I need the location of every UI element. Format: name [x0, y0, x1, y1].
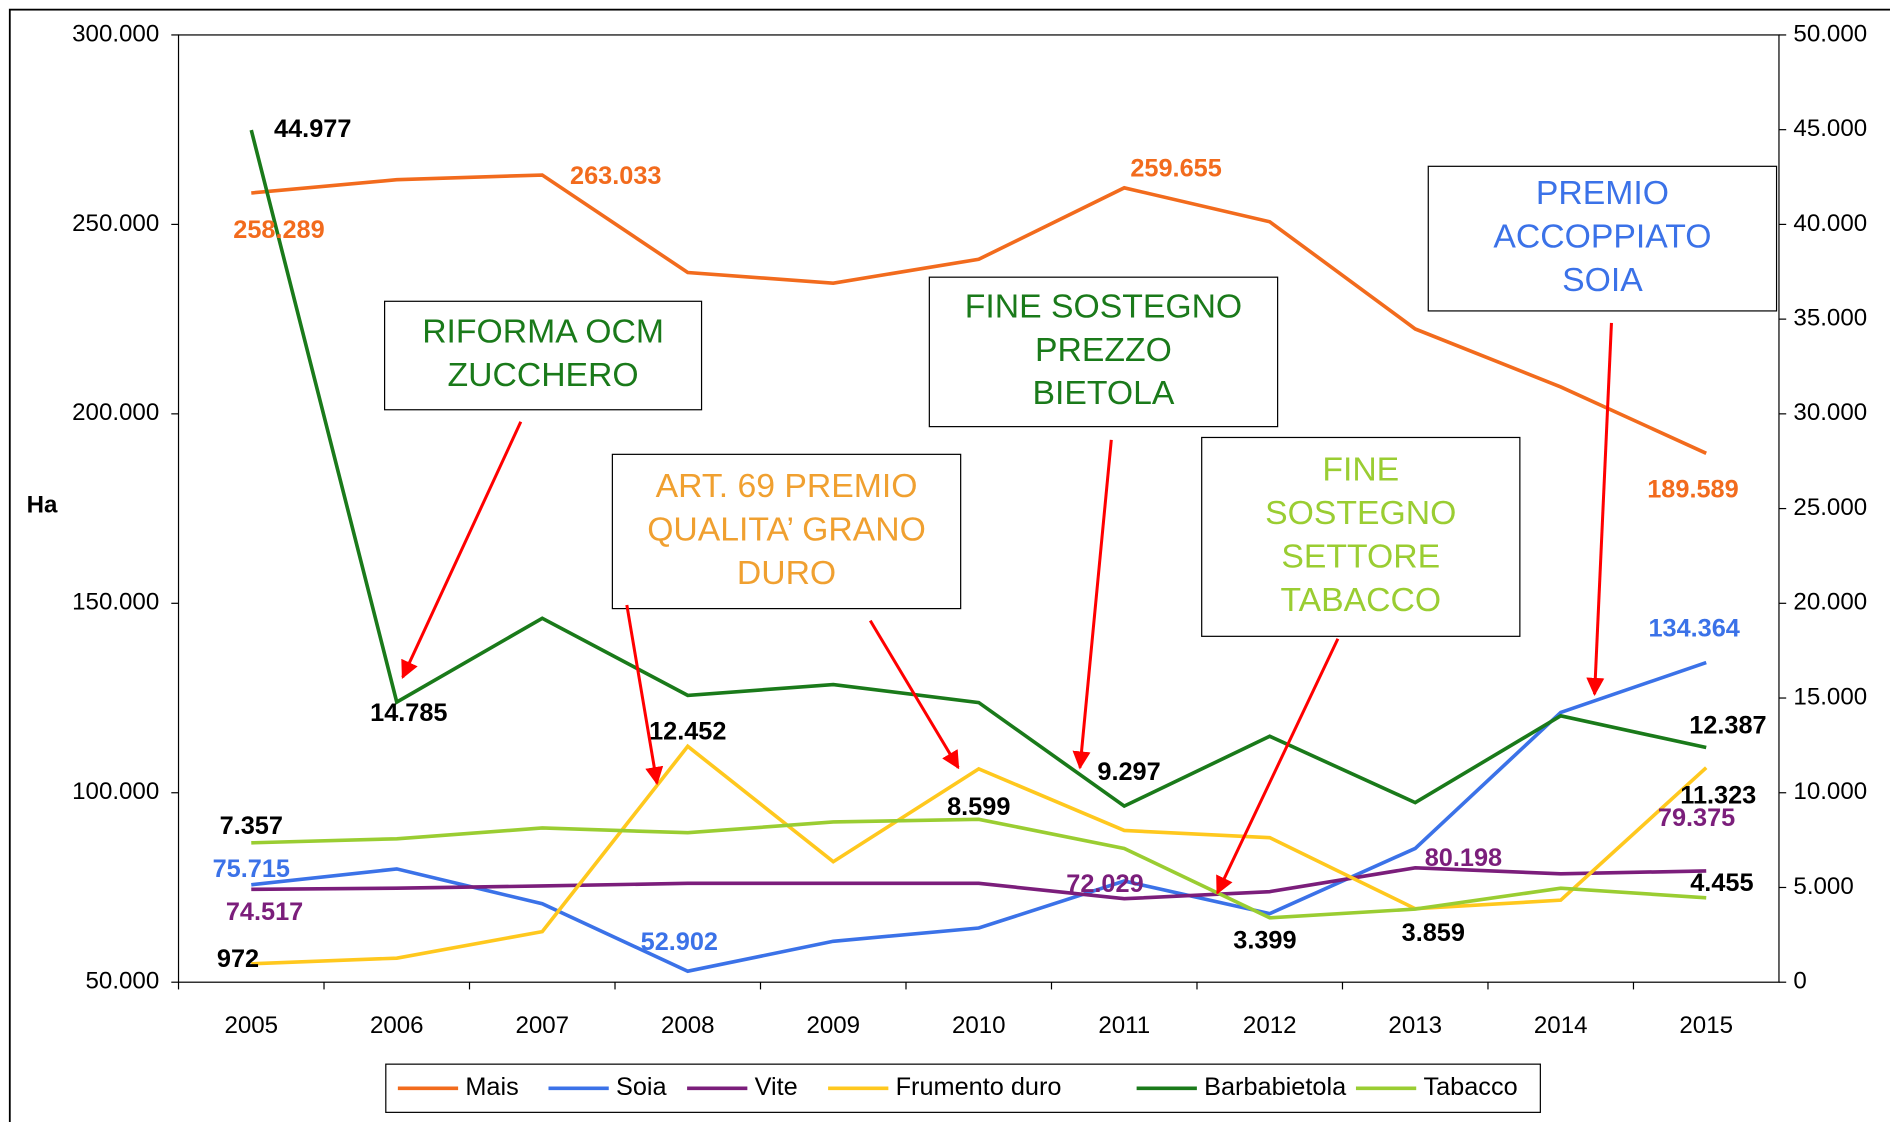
data-label: 7.357 — [220, 812, 283, 840]
legend-label: Soia — [616, 1073, 668, 1101]
data-label: 75.715 — [213, 855, 290, 883]
data-label: 80.198 — [1425, 844, 1502, 872]
data-label: 3.859 — [1402, 919, 1465, 947]
y-tick-label: 250.000 — [72, 210, 159, 237]
y2-tick-label: 20.000 — [1793, 589, 1867, 616]
legend-label: Barbabietola — [1204, 1073, 1347, 1101]
chart-border — [8, 8, 1890, 1122]
annotation-text: SOSTEGNO — [1265, 494, 1456, 532]
y2-tick-label: 25.000 — [1793, 494, 1867, 521]
annotation-text: ART. 69 PREMIO — [656, 467, 918, 505]
data-label: 44.977 — [274, 115, 351, 143]
legend-label: Mais — [465, 1073, 518, 1101]
data-label: 972 — [217, 945, 259, 973]
annotation-text: DURO — [737, 554, 836, 592]
annotation-text: BIETOLA — [1033, 374, 1175, 412]
x-tick-label: 2010 — [952, 1012, 1006, 1039]
y-tick-label: 150.000 — [72, 589, 159, 616]
data-label: 259.655 — [1130, 154, 1221, 182]
annotation-text: RIFORMA OCM — [422, 313, 664, 351]
x-tick-label: 2012 — [1243, 1012, 1297, 1039]
annotation-arrow — [1072, 439, 1113, 770]
annotation-arrow — [625, 604, 664, 786]
y-tick-label: 300.000 — [72, 20, 159, 47]
data-label: 11.323 — [1680, 781, 1756, 809]
y2-tick-label: 0 — [1793, 968, 1806, 995]
x-tick-label: 2008 — [661, 1012, 715, 1039]
y2-tick-label: 35.000 — [1793, 304, 1867, 331]
annotation-box — [1427, 165, 1778, 312]
data-label: 79.375 — [1658, 804, 1735, 832]
annotation-text: SETTORE — [1281, 537, 1440, 575]
x-tick-label: 2005 — [224, 1012, 278, 1039]
series-line — [251, 173, 1707, 455]
annotation-arrow — [1586, 322, 1613, 696]
x-tick-label: 2009 — [806, 1012, 860, 1039]
x-tick-label: 2013 — [1388, 1012, 1442, 1039]
data-label: 72.029 — [1066, 870, 1143, 898]
annotation-arrow — [868, 619, 960, 770]
annotation-arrow — [1216, 638, 1340, 895]
annotation-text: TABACCO — [1280, 581, 1441, 619]
series-line — [251, 743, 1708, 966]
y2-tick-label: 50.000 — [1793, 20, 1867, 47]
annotation-box — [928, 276, 1279, 428]
annotation-box — [384, 300, 703, 411]
annotation-text: PREZZO — [1035, 331, 1172, 369]
x-tick-label: 2011 — [1098, 1012, 1150, 1039]
annotation-text: QUALITA’ GRANO — [647, 510, 926, 548]
data-label: 12.452 — [649, 718, 726, 746]
series-line — [249, 129, 1707, 809]
series-line — [251, 660, 1707, 974]
data-label: 9.297 — [1097, 758, 1160, 786]
y2-tick-label: 30.000 — [1793, 399, 1867, 426]
y-tick-label: 50.000 — [86, 968, 160, 995]
y-tick-label: 100.000 — [72, 778, 159, 805]
data-label: 52.902 — [641, 928, 718, 956]
legend-label: Frumento duro — [896, 1073, 1062, 1101]
annotation-text: FINE — [1322, 451, 1399, 489]
x-tick-label: 2015 — [1679, 1012, 1733, 1039]
annotation-box — [1201, 436, 1521, 637]
series-line — [251, 817, 1707, 920]
legend-label: Vite — [755, 1073, 798, 1101]
series-line — [251, 865, 1707, 901]
y2-tick-label: 10.000 — [1793, 778, 1867, 805]
y-tick-label: 200.000 — [72, 399, 159, 426]
annotation-text: ACCOPPIATO — [1493, 218, 1711, 256]
annotation-text: FINE SOSTEGNO — [965, 287, 1242, 325]
y2-tick-label: 5.000 — [1793, 873, 1853, 900]
legend-label: Tabacco — [1423, 1073, 1517, 1101]
data-label: 3.399 — [1233, 927, 1296, 955]
data-label: 189.589 — [1647, 475, 1738, 503]
data-label: 263.033 — [570, 162, 661, 190]
annotation-text: SOIA — [1562, 261, 1643, 299]
data-label: 258.289 — [233, 216, 324, 244]
x-tick-label: 2006 — [370, 1012, 424, 1039]
data-label: 134.364 — [1648, 615, 1739, 643]
x-tick-label: 2014 — [1534, 1012, 1588, 1039]
y2-tick-label: 15.000 — [1793, 683, 1867, 710]
data-label: 14.785 — [370, 699, 447, 727]
x-tick-label: 2007 — [515, 1012, 569, 1039]
data-label: 4.455 — [1690, 869, 1753, 897]
data-label: 74.517 — [226, 898, 303, 926]
annotation-text: PREMIO — [1536, 174, 1669, 212]
y-axis-label: Ha — [27, 492, 58, 519]
annotation-arrow — [401, 421, 523, 679]
annotation-box — [611, 453, 962, 610]
y2-tick-label: 45.000 — [1793, 115, 1867, 142]
annotation-text: ZUCCHERO — [448, 356, 639, 394]
data-label: 8.599 — [947, 793, 1010, 821]
y2-tick-label: 40.000 — [1793, 210, 1867, 237]
data-label: 12.387 — [1689, 712, 1766, 740]
